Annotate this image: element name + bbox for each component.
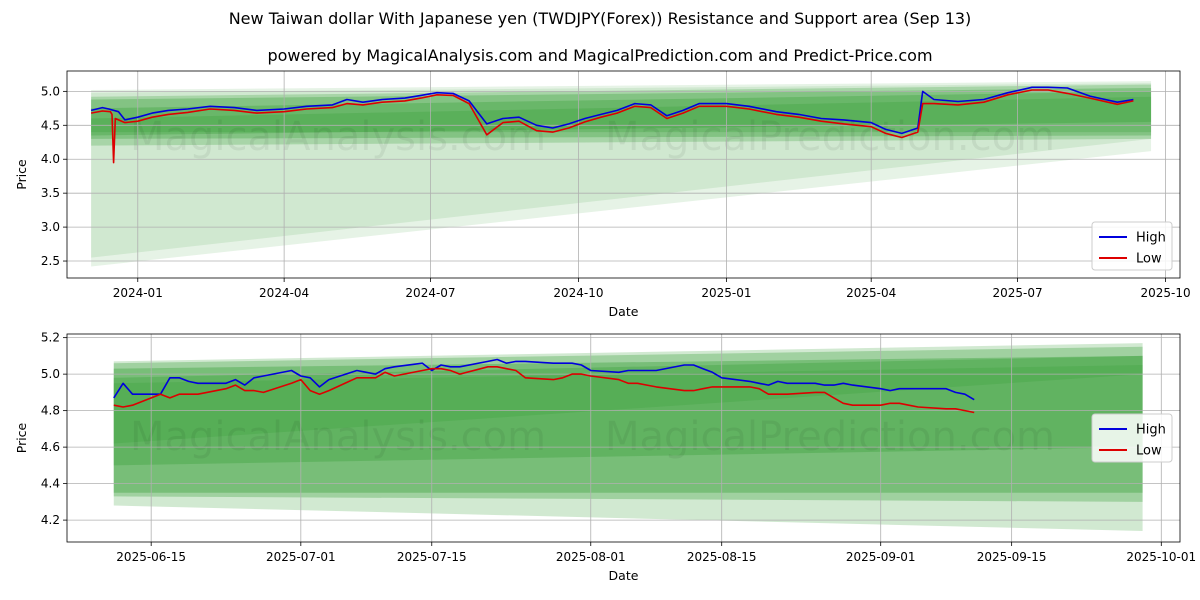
y-tick-label: 4.5 [41, 118, 60, 132]
y-tick-label: 4.6 [41, 440, 60, 454]
x-axis-label: Date [609, 304, 639, 319]
x-tick-label: 2024-10 [553, 286, 603, 300]
x-tick-label: 2025-10 [1140, 286, 1190, 300]
band-3 [91, 84, 1152, 146]
watermark-text: MagicalPrediction.com [605, 414, 1055, 460]
x-tick-label: 2025-09-01 [846, 550, 916, 564]
plot-frame [66, 70, 1181, 279]
y-tick-label: 5.0 [41, 367, 60, 381]
watermark-text: MagicalPrediction.com [605, 114, 1055, 160]
x-tick-label: 2025-08-15 [687, 550, 757, 564]
y-tick-label: 4.8 [41, 404, 60, 418]
y-tick-label: 5.0 [41, 84, 60, 98]
legend-label-high: High [1136, 423, 1166, 438]
y-tick-label: 4.2 [41, 513, 60, 527]
series-line-high [113, 358, 975, 401]
support-resistance-bands [91, 81, 1152, 267]
x-tick-label: 2025-09-15 [977, 550, 1047, 564]
series-line-low [90, 89, 1134, 164]
legend-label-high: High [1136, 231, 1166, 246]
x-axis-label: Date [609, 568, 639, 583]
y-tick-label: 4.4 [41, 477, 60, 491]
legend-label-low: Low [1136, 252, 1162, 267]
y-axis-label: Price [14, 422, 29, 453]
series-line-high [90, 86, 1134, 135]
legend: High Low [1091, 413, 1173, 463]
lower-chart-panel: MagicalAnalysis.com MagicalPrediction.com… [14, 331, 1196, 583]
y-tick-label: 3.5 [41, 186, 60, 200]
grid [67, 334, 1180, 542]
y-tick-label: 2.5 [41, 254, 60, 268]
x-tick-label: 2025-10-01 [1126, 550, 1196, 564]
x-tick-label: 2025-01 [701, 286, 751, 300]
x-tick-label: 2025-08-01 [556, 550, 626, 564]
band-1 [91, 81, 1152, 267]
y-tick-label: 4.0 [41, 152, 60, 166]
x-tick-label: 2024-01 [113, 286, 163, 300]
watermark-text: MagicalAnalysis.com [130, 114, 546, 160]
chart-title: New Taiwan dollar With Japanese yen (TWD… [228, 9, 972, 28]
watermark-text: MagicalAnalysis.com [130, 414, 546, 460]
x-tick-label: 2025-07-15 [397, 550, 467, 564]
plot-frame [66, 333, 1181, 543]
band-5 [113, 365, 1143, 444]
x-tick-label: 2024-04 [259, 286, 309, 300]
x-tick-label: 2025-06-15 [116, 550, 186, 564]
x-tick-label: 2025-04 [846, 286, 896, 300]
band-2 [91, 83, 1152, 258]
series-line-low [113, 366, 975, 414]
upper-chart-panel: MagicalAnalysis.com MagicalPrediction.com… [14, 70, 1191, 319]
chart-subtitle: powered by MagicalAnalysis.com and Magic… [267, 46, 933, 65]
band-2 [113, 346, 1143, 502]
y-axis-label: Price [14, 159, 29, 190]
y-tick-label: 5.2 [41, 331, 60, 345]
band-5 [91, 91, 1152, 136]
x-tick-label: 2025-07-01 [266, 550, 336, 564]
band-6 [91, 96, 1152, 133]
legend: High Low [1091, 221, 1173, 271]
legend-label-low: Low [1136, 444, 1162, 459]
x-tick-label: 2024-07 [405, 286, 455, 300]
x-tick-label: 2025-07 [992, 286, 1042, 300]
y-tick-label: 3.0 [41, 220, 60, 234]
